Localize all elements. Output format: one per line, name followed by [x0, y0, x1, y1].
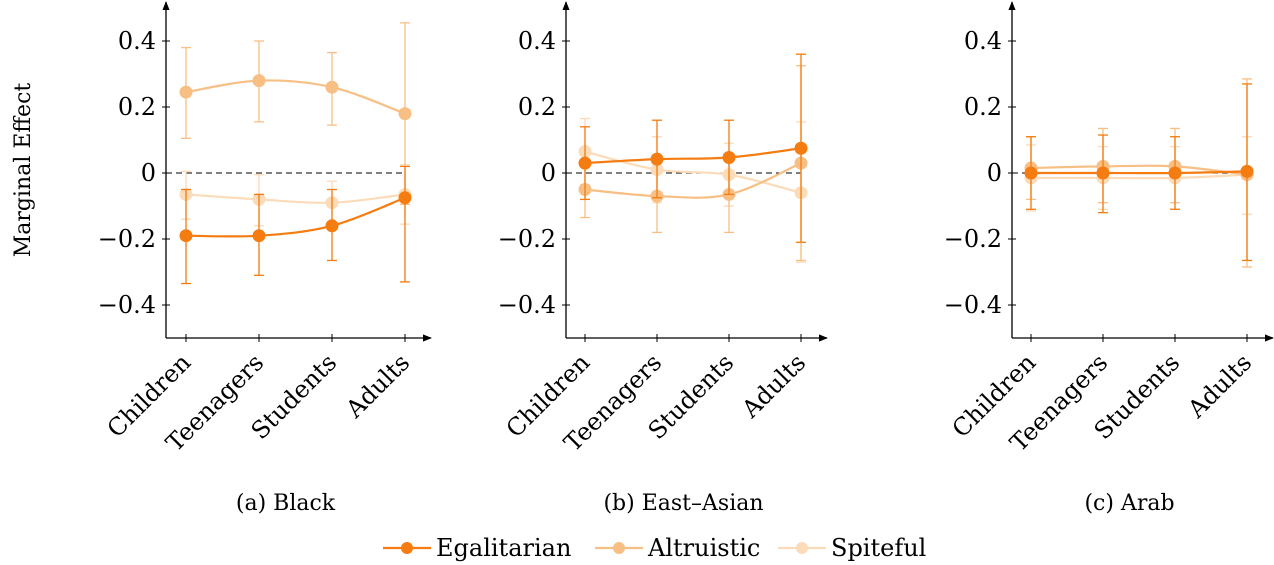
y-tick-label: 0 [541, 159, 556, 187]
legend-item-spiteful: Spiteful [778, 534, 926, 562]
y-tick-label: 0 [987, 159, 1002, 187]
y-tick-label: −0.2 [98, 225, 156, 253]
y-tick-label: −0.4 [498, 291, 556, 319]
x-tick-label-adults: Adults [340, 348, 416, 424]
panel-caption: (a) Black [236, 491, 336, 516]
y-tick-label: 0.4 [518, 27, 556, 55]
series-egalitarian [578, 53, 808, 243]
y-tick-label: −0.2 [498, 225, 556, 253]
legend-label-spiteful: Spiteful [831, 534, 926, 562]
legend-label-egalitarian: Egalitarian [436, 534, 571, 562]
series-line [185, 79, 406, 115]
y-tick-label: 0.4 [118, 27, 156, 55]
data-point-children [578, 156, 592, 170]
series-line [584, 162, 802, 199]
legend: Egalitarian Altruistic Spiteful [383, 534, 926, 562]
panel-1: −0.4−0.200.20.4ChildrenTeenagersStudents… [98, 1, 432, 516]
panels: −0.4−0.200.20.4ChildrenTeenagersStudents… [98, 1, 1274, 516]
y-tick-label: −0.2 [944, 225, 1002, 253]
data-point-adults [398, 191, 412, 205]
series-line [185, 196, 406, 238]
panel-2: −0.4−0.200.20.4ChildrenTeenagersStudents… [498, 1, 828, 516]
series-egalitarian [179, 165, 412, 285]
panel-3: −0.4−0.200.20.4ChildrenTeenagersStudents… [944, 1, 1274, 516]
series-altruistic [179, 22, 412, 206]
x-tick-label-adults: Adults [736, 348, 812, 424]
y-tick-label: −0.4 [98, 291, 156, 319]
series-line [1030, 164, 1248, 176]
data-point-adults [398, 107, 412, 121]
series-spiteful [578, 117, 808, 263]
data-point-teenagers [252, 229, 266, 243]
series-line [185, 193, 406, 204]
data-point-adults [1240, 164, 1254, 178]
y-axis-label: Marginal Effect [11, 83, 36, 258]
y-tick-label: −0.4 [944, 291, 1002, 319]
series-spiteful [179, 164, 412, 227]
data-point-students [325, 219, 339, 233]
legend-label-altruistic: Altruistic [647, 534, 760, 562]
series-egalitarian [1024, 83, 1254, 262]
series-altruistic [578, 65, 808, 262]
data-point-children [179, 229, 193, 243]
data-point-children [179, 85, 193, 99]
series-line [1030, 173, 1248, 180]
data-point-teenagers [252, 74, 266, 88]
x-tick-label-adults: Adults [1182, 348, 1258, 424]
data-point-teenagers [1096, 166, 1110, 180]
series-spiteful [1024, 136, 1254, 215]
legend-item-altruistic: Altruistic [595, 534, 760, 562]
data-point-teenagers [650, 152, 664, 166]
y-tick-label: 0.2 [964, 93, 1002, 121]
y-tick-label: 0 [141, 159, 156, 187]
series-line [584, 147, 802, 165]
panel-caption: (b) East–Asian [603, 491, 763, 516]
data-point-children [1024, 166, 1038, 180]
y-tick-label: 0.2 [518, 93, 556, 121]
data-point-students [1168, 166, 1182, 180]
data-point-students [722, 150, 736, 164]
data-point-adults [794, 141, 808, 155]
series-line [1031, 170, 1248, 175]
panel-caption: (c) Arab [1084, 491, 1174, 516]
y-tick-label: 0.4 [964, 27, 1002, 55]
data-point-students [325, 80, 339, 94]
legend-item-egalitarian: Egalitarian [383, 534, 571, 562]
y-tick-label: 0.2 [118, 93, 156, 121]
